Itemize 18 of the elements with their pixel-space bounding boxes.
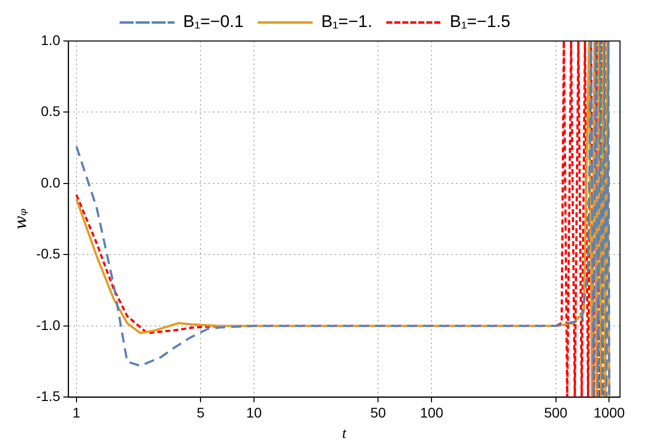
y-tick-label: 0.5	[40, 103, 61, 120]
y-tick-label: 1.0	[40, 32, 61, 48]
y-axis-title: wᵩ	[10, 208, 30, 230]
y-tick-label: -1.0	[36, 316, 61, 333]
x-axis-title: t	[342, 426, 348, 442]
legend-label: B₁=−1.	[321, 12, 372, 32]
x-tick-label: 100	[420, 404, 444, 420]
y-tick-label: -0.5	[36, 246, 61, 262]
x-tick-label: 50	[370, 404, 386, 420]
x-tick-label: 1000	[594, 404, 625, 420]
x-tick-label: 1	[72, 404, 81, 420]
x-tick-label: 10	[246, 404, 262, 420]
y-tick-label: 0.0	[40, 174, 61, 190]
y-tick-label: -1.5	[36, 388, 61, 404]
x-tick-label: 500	[544, 404, 568, 420]
x-tick-label: 5	[196, 404, 205, 420]
legend-label: B₁=−1.5	[450, 12, 510, 32]
legend-label: B₁=−0.1	[183, 12, 244, 32]
